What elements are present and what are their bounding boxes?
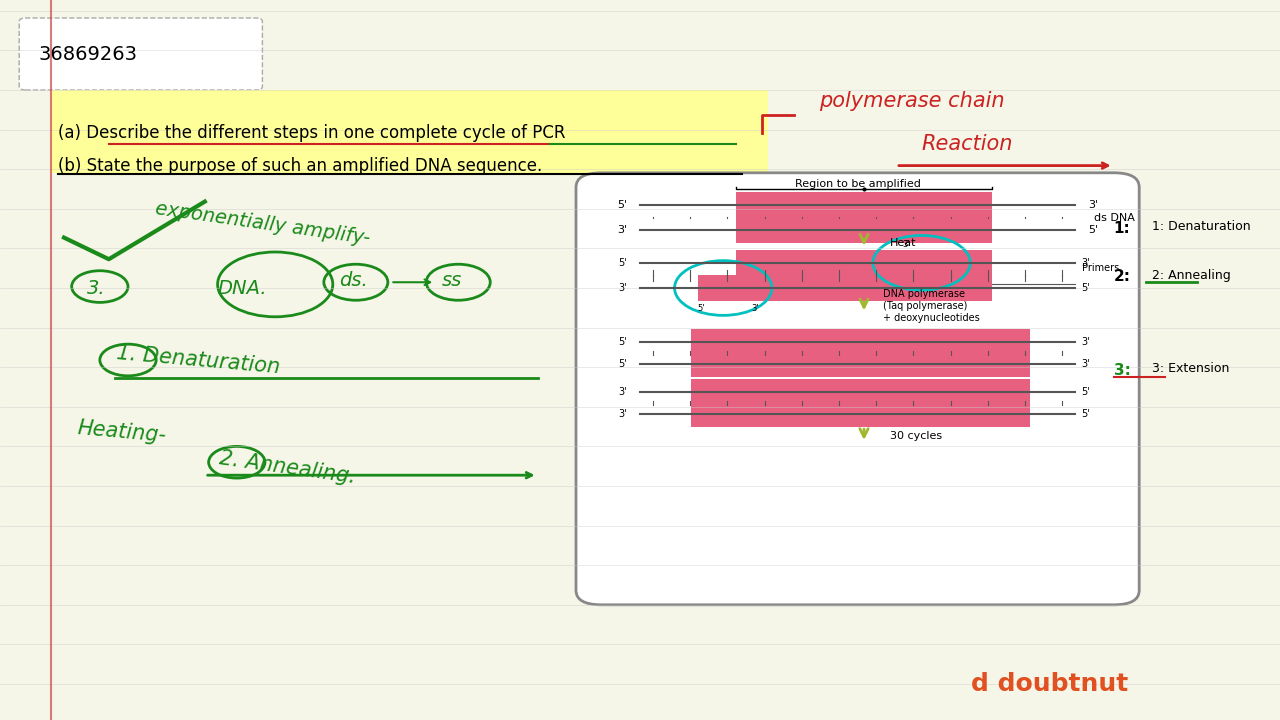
Bar <box>691 401 1030 427</box>
Text: 3': 3' <box>1088 200 1098 210</box>
Text: Heating-: Heating- <box>77 418 168 446</box>
Text: d doubtnut: d doubtnut <box>972 672 1128 696</box>
Text: ss: ss <box>442 271 462 290</box>
Text: 2:: 2: <box>1114 269 1130 284</box>
Text: polymerase chain: polymerase chain <box>819 91 1005 111</box>
Text: 3': 3' <box>902 240 910 249</box>
Text: (a) Describe the different steps in one complete cycle of PCR: (a) Describe the different steps in one … <box>58 124 564 143</box>
Bar <box>691 379 1030 405</box>
Bar <box>736 217 992 243</box>
Text: Primers: Primers <box>1082 264 1119 273</box>
Text: 5': 5' <box>698 304 705 312</box>
Bar <box>736 250 992 276</box>
Text: exponentially amplify-: exponentially amplify- <box>154 199 371 248</box>
Bar <box>691 329 1030 355</box>
Text: 3': 3' <box>618 387 627 397</box>
Text: 3.: 3. <box>87 279 106 297</box>
Bar <box>736 275 992 301</box>
FancyBboxPatch shape <box>576 173 1139 605</box>
Text: 3': 3' <box>617 225 627 235</box>
Text: ds.: ds. <box>339 271 367 290</box>
FancyBboxPatch shape <box>19 18 262 90</box>
Bar <box>736 192 992 218</box>
Text: 3': 3' <box>618 409 627 419</box>
Text: 3': 3' <box>751 304 759 312</box>
Text: 2: Annealing: 2: Annealing <box>1152 269 1231 282</box>
Text: 5': 5' <box>618 337 627 347</box>
Bar <box>691 351 1030 377</box>
Bar <box>698 275 749 301</box>
Text: 3': 3' <box>1082 359 1091 369</box>
Text: 1:: 1: <box>1114 221 1130 235</box>
Text: 1. Denaturation: 1. Denaturation <box>115 343 280 377</box>
Text: 5': 5' <box>1082 387 1091 397</box>
Text: 2. Annealing.: 2. Annealing. <box>218 449 357 487</box>
FancyBboxPatch shape <box>51 90 768 173</box>
Text: DNA polymerase
(Taq polymerase)
+ deoxynucleotides: DNA polymerase (Taq polymerase) + deoxyn… <box>883 289 980 323</box>
Text: 30 cycles: 30 cycles <box>890 431 942 441</box>
Text: Reaction: Reaction <box>922 134 1012 154</box>
Text: 3': 3' <box>1082 258 1091 268</box>
Text: Region to be amplified: Region to be amplified <box>795 179 920 189</box>
Text: 5': 5' <box>1082 283 1091 293</box>
Text: 5': 5' <box>618 359 627 369</box>
Text: 36869263: 36869263 <box>38 45 137 63</box>
Text: ds DNA: ds DNA <box>1094 213 1135 222</box>
Text: 3': 3' <box>1082 337 1091 347</box>
Bar <box>896 250 947 276</box>
Text: DNA.: DNA. <box>218 279 268 297</box>
Text: 3': 3' <box>618 283 627 293</box>
Text: 5': 5' <box>617 200 627 210</box>
Text: 1: Denaturation: 1: Denaturation <box>1152 220 1251 233</box>
Text: 3: Extension: 3: Extension <box>1152 362 1229 375</box>
Text: 3:: 3: <box>1114 363 1130 377</box>
Text: (b) State the purpose of such an amplified DNA sequence.: (b) State the purpose of such an amplifi… <box>58 157 541 175</box>
Text: 5': 5' <box>618 258 627 268</box>
Text: 5': 5' <box>1082 409 1091 419</box>
Text: Heat: Heat <box>890 238 916 248</box>
Text: 5': 5' <box>1088 225 1098 235</box>
